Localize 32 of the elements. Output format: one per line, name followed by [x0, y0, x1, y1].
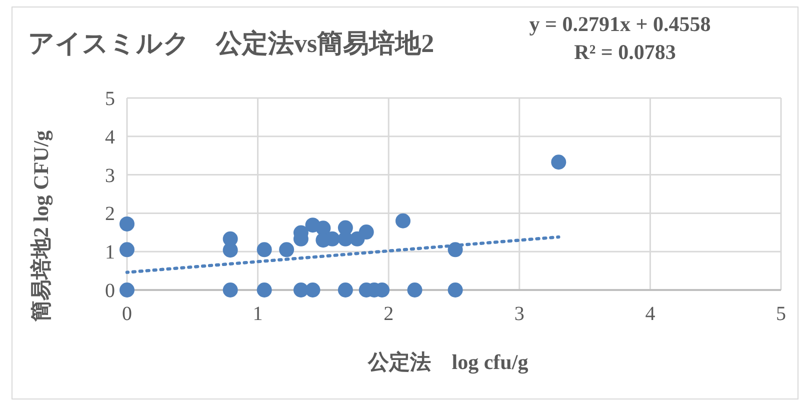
y-axis-title: 簡易培地2 log CFU/g [29, 130, 53, 323]
point [448, 282, 463, 298]
x-tick-label: 0 [122, 303, 132, 325]
y-tick-label: 3 [105, 164, 115, 187]
x-tick-label: 2 [384, 303, 394, 325]
y-tick-label: 1 [105, 242, 115, 264]
y-tick-label: 5 [105, 88, 115, 110]
point [256, 242, 272, 258]
x-tick-label: 1 [252, 303, 263, 325]
y-tick-label: 2 [105, 203, 115, 226]
point [120, 242, 134, 258]
x-tick-label: 4 [645, 303, 656, 325]
point [256, 282, 272, 298]
point [551, 154, 566, 170]
y-tick-label: 0 [105, 280, 115, 302]
point [358, 224, 374, 240]
point [120, 216, 134, 232]
chart-title: アイスミルク 公定法vs簡易培地2 [28, 29, 434, 58]
point [222, 231, 238, 246]
text: R² = 0.0783 [574, 40, 676, 64]
y-tick-label: 4 [105, 126, 115, 148]
point [222, 282, 238, 298]
point [395, 213, 410, 228]
x-axis-title: 公定法 log cfu/g [366, 350, 529, 374]
x-tick-label: 5 [776, 303, 786, 325]
point [407, 282, 422, 298]
text: y = 0.2791x + 0.4558 [529, 12, 711, 36]
point [120, 282, 134, 298]
point [338, 282, 353, 298]
x-tick-label: 3 [514, 303, 524, 325]
point [279, 242, 294, 258]
point [305, 282, 320, 298]
